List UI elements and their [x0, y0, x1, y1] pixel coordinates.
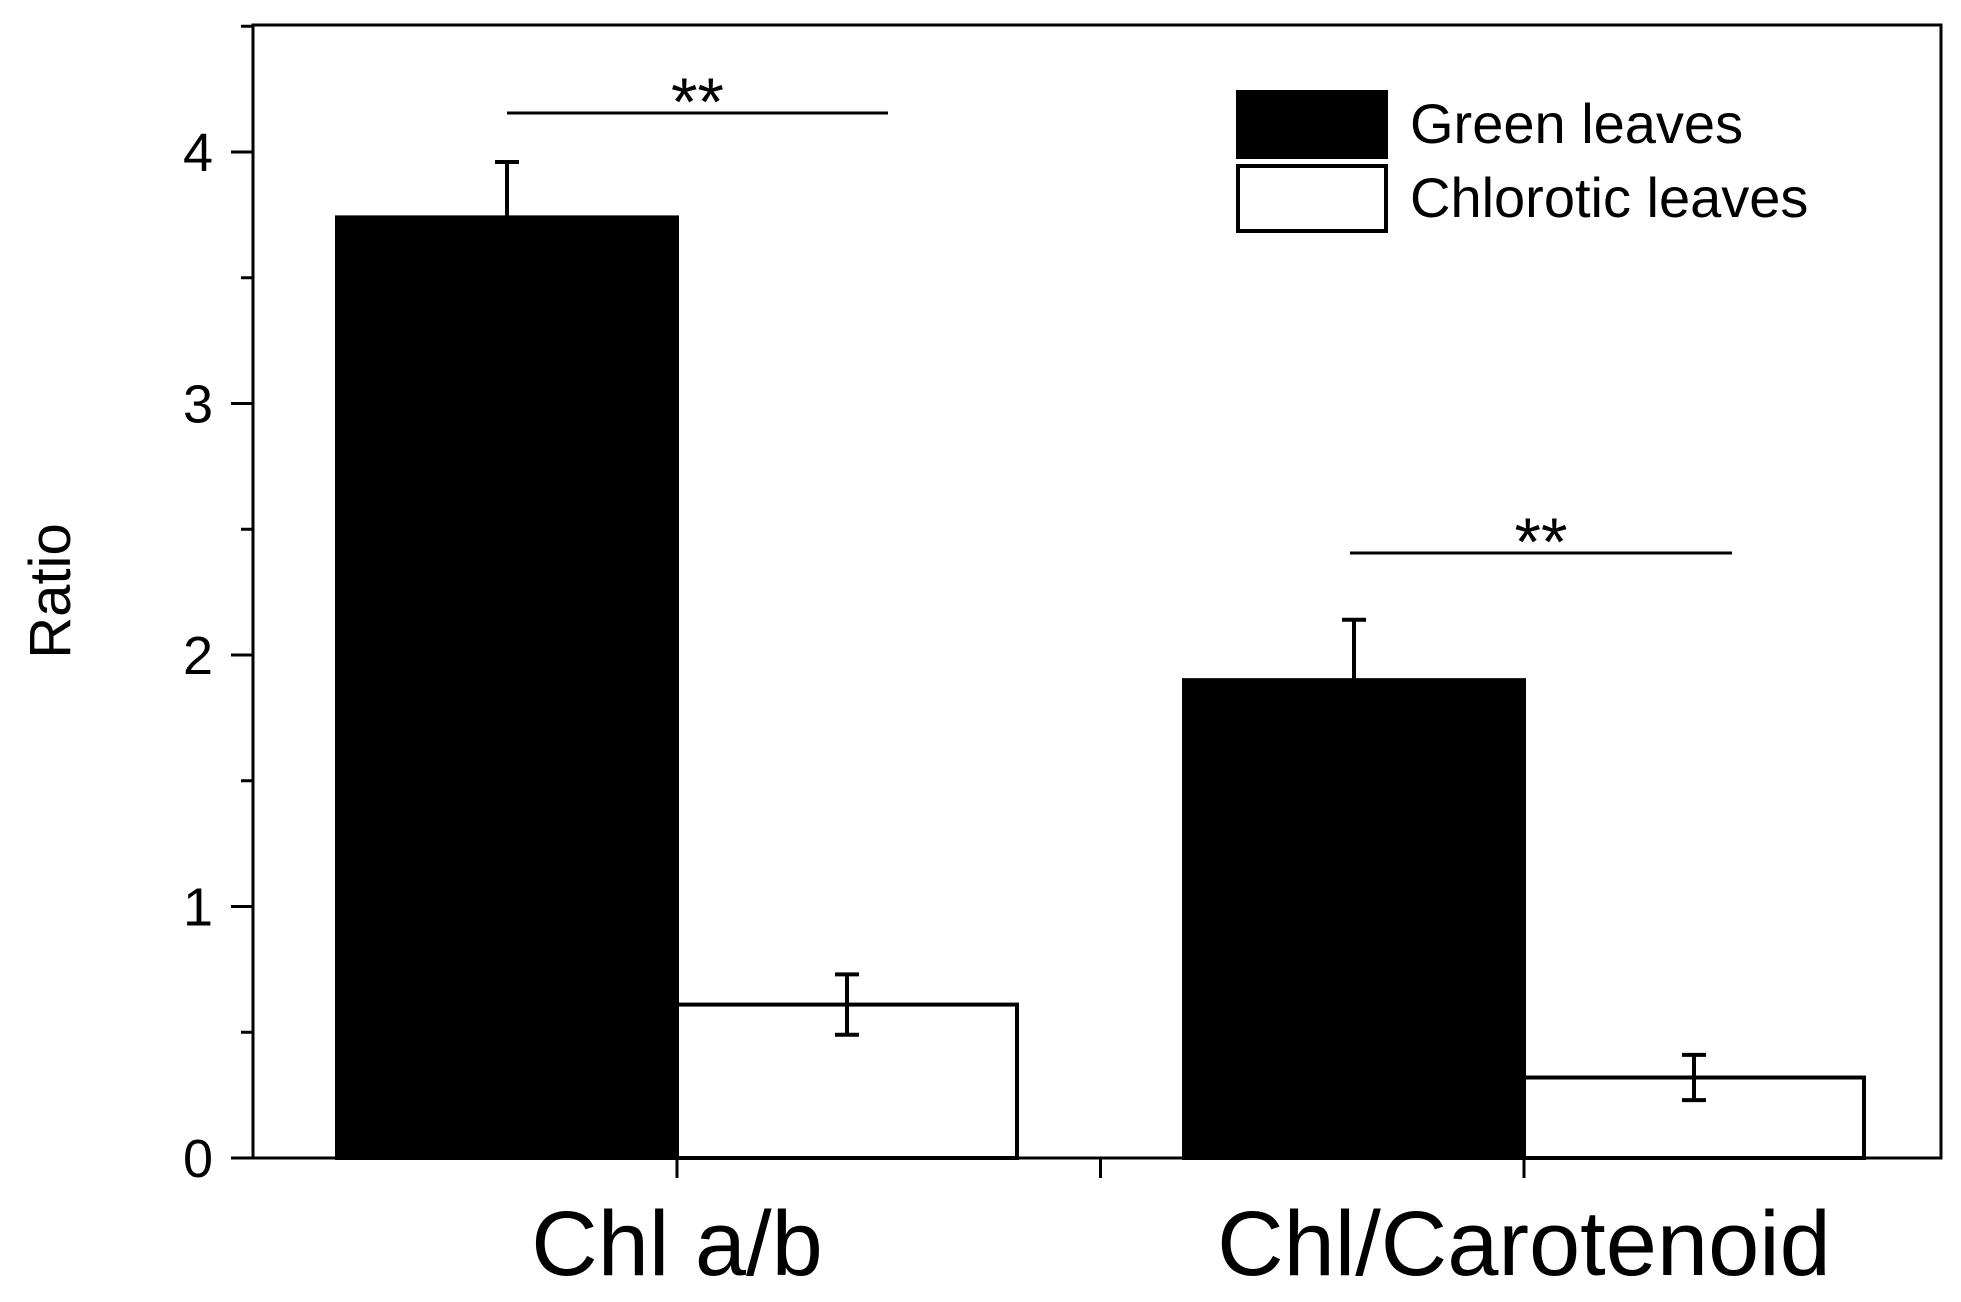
legend-label: Chlorotic leaves	[1410, 166, 1808, 229]
category-label: Chl/Carotenoid	[1217, 1193, 1831, 1295]
legend-swatch-chlorotic-leaves	[1236, 164, 1388, 233]
y-tick-label: 4	[183, 123, 213, 183]
y-axis: 0 1 2 3 4	[183, 24, 253, 1189]
y-axis-title: Ratio	[18, 523, 83, 658]
legend-label: Green leaves	[1410, 92, 1743, 155]
y-tick-label: 1	[183, 878, 213, 938]
bar-green-leaves	[1182, 678, 1526, 1161]
plot-frame	[251, 23, 1943, 1160]
legend-swatch-green-leaves	[1236, 90, 1388, 159]
category-labels: Chl a/b Chl/Carotenoid	[531, 1193, 1831, 1295]
bars-group	[335, 160, 1866, 1161]
y-tick-label: 3	[183, 375, 213, 435]
y-tick-label: 0	[183, 1129, 213, 1189]
legend: Green leaves Chlorotic leaves	[1236, 90, 1808, 233]
bar-green-leaves	[335, 215, 679, 1160]
significance-markers: ** **	[507, 64, 1732, 580]
x-axis	[675, 1158, 1526, 1178]
significance-label: **	[671, 64, 724, 140]
category-label: Chl a/b	[531, 1193, 823, 1295]
significance-label: **	[1515, 504, 1568, 580]
y-tick-label: 2	[183, 626, 213, 686]
